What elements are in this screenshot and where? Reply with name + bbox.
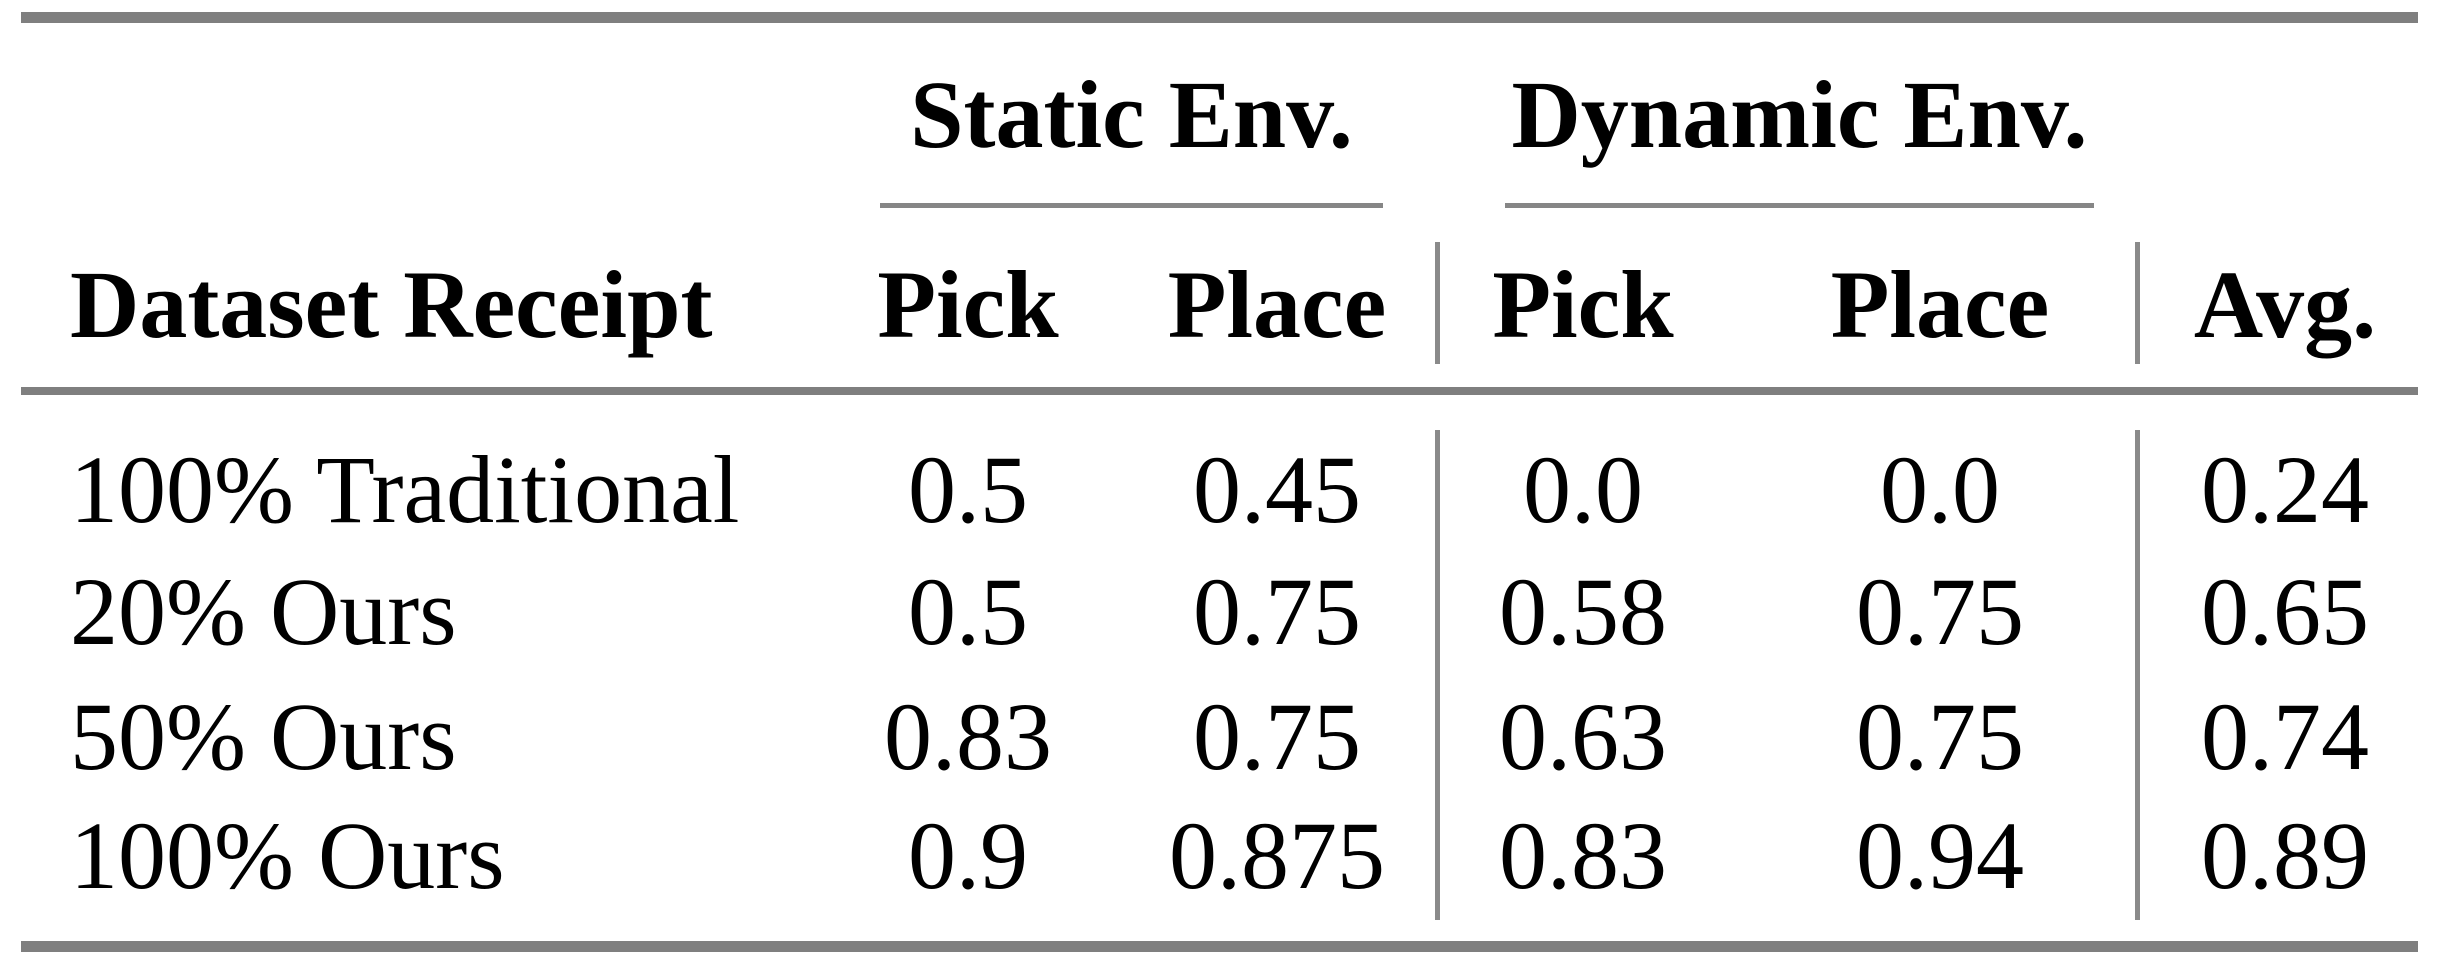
group-header-dynamic-env: Dynamic Env. <box>1511 61 2088 168</box>
cell-dynamic-place: 0.75 <box>1856 683 2024 790</box>
row-label: 20% Ours <box>70 558 457 665</box>
cell-dynamic-pick: 0.83 <box>1499 802 1667 909</box>
column-header-dynamic-place: Place <box>1830 251 2050 358</box>
cell-avg: 0.74 <box>2201 683 2369 790</box>
cell-dynamic-place: 0.75 <box>1856 558 2024 665</box>
column-header-static-pick: Pick <box>877 251 1059 358</box>
table-mid-rule <box>21 387 2418 395</box>
group-header-static-env: Static Env. <box>910 61 1353 168</box>
cell-avg: 0.24 <box>2201 436 2369 543</box>
cell-avg: 0.89 <box>2201 802 2369 909</box>
vertical-rule-dynamic-header <box>1435 242 1440 364</box>
vertical-rule-avg-header <box>2135 242 2140 364</box>
dynamic-group-underline <box>1505 203 2094 208</box>
cell-static-pick: 0.5 <box>908 436 1028 543</box>
table-row: 50% Ours 0.83 0.75 0.63 0.75 0.74 <box>0 677 2440 797</box>
column-header-dataset-receipt: Dataset Receipt <box>70 251 713 358</box>
table-top-rule <box>21 12 2418 23</box>
table-row: 100% Traditional 0.5 0.45 0.0 0.0 0.24 <box>0 430 2440 550</box>
group-header-row: Static Env. Dynamic Env. <box>0 55 2440 175</box>
table-row: 20% Ours 0.5 0.75 0.58 0.75 0.65 <box>0 552 2440 672</box>
cell-avg: 0.65 <box>2201 558 2369 665</box>
cell-static-place: 0.45 <box>1193 436 1361 543</box>
column-header-row: Dataset Receipt Pick Place Pick Place Av… <box>0 240 2440 370</box>
cell-dynamic-pick: 0.63 <box>1499 683 1667 790</box>
static-group-underline <box>880 203 1383 208</box>
table-row: 100% Ours 0.9 0.875 0.83 0.94 0.89 <box>0 796 2440 916</box>
cell-dynamic-place: 0.0 <box>1880 436 2000 543</box>
row-label: 50% Ours <box>70 683 457 790</box>
table-bottom-rule <box>21 941 2418 952</box>
cell-static-pick: 0.9 <box>908 802 1028 909</box>
cell-dynamic-pick: 0.58 <box>1499 558 1667 665</box>
cell-static-pick: 0.83 <box>884 683 1052 790</box>
column-header-dynamic-pick: Pick <box>1492 251 1674 358</box>
cell-static-pick: 0.5 <box>908 558 1028 665</box>
row-label: 100% Ours <box>70 802 505 909</box>
cell-dynamic-pick: 0.0 <box>1523 436 1643 543</box>
cell-static-place: 0.75 <box>1193 558 1361 665</box>
column-header-static-place: Place <box>1167 251 1387 358</box>
vertical-rule-avg-body <box>2135 430 2140 920</box>
row-label: 100% Traditional <box>70 436 740 543</box>
cell-static-place: 0.875 <box>1169 802 1385 909</box>
vertical-rule-dynamic-body <box>1435 430 1440 920</box>
cell-dynamic-place: 0.94 <box>1856 802 2024 909</box>
column-header-avg: Avg. <box>2193 251 2377 358</box>
cell-static-place: 0.75 <box>1193 683 1361 790</box>
